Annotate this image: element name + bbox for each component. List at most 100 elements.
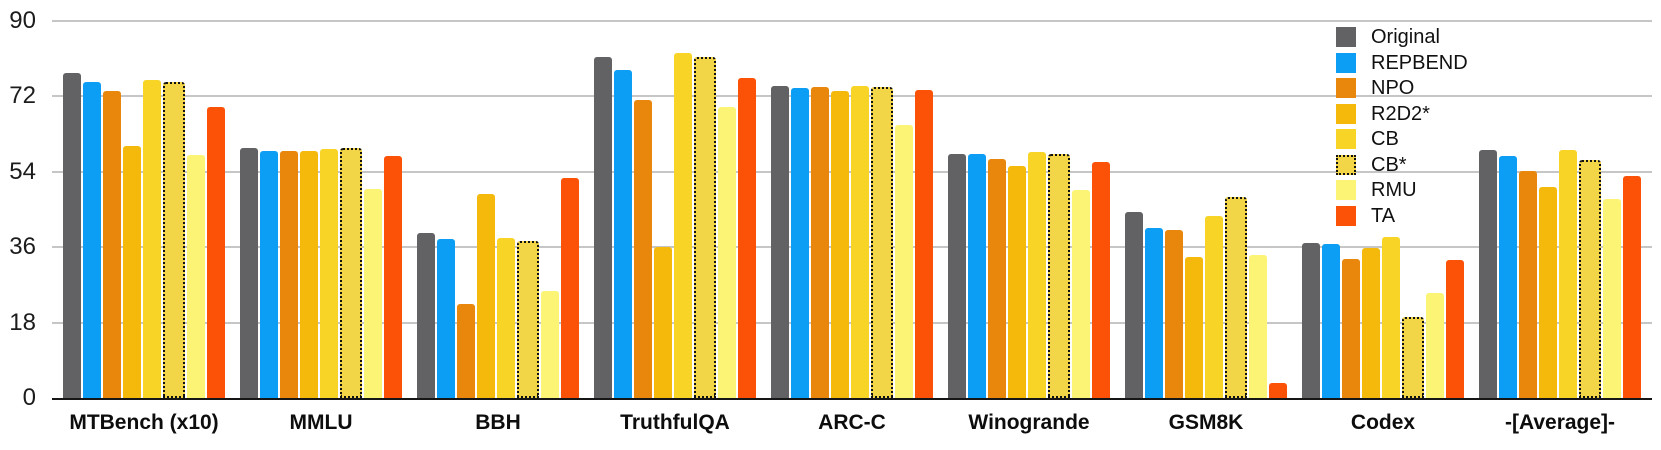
bar-group-mtbench-x10: MTBench (x10) — [63, 21, 225, 434]
bar-original-winogrande — [948, 154, 967, 398]
bar-npo-winogrande — [987, 159, 1007, 398]
bar-rmu-truthfulqa — [717, 106, 737, 398]
bar-cb-truthfulqa — [673, 53, 693, 398]
bar-r2d2-winogrande — [1007, 166, 1027, 398]
bar-ta-bbh — [560, 177, 579, 398]
bar-cb-average — [1558, 149, 1578, 398]
bar-rmu-mtbench-x10 — [186, 155, 206, 398]
legend-item-cb: CB* — [1336, 153, 1468, 176]
legend-label-rmu: RMU — [1371, 179, 1417, 201]
category-label-mmlu: MMLU — [289, 411, 353, 434]
bar-group-arc-c: ARC-C — [771, 21, 933, 434]
category-label-average: -[Average]- — [1504, 411, 1616, 434]
legend-label-ta: TA — [1371, 204, 1396, 227]
bar-ta-winogrande — [1091, 162, 1110, 398]
bar-repbend-arc-c — [790, 88, 810, 398]
y-tick-label: 0 — [22, 384, 36, 411]
bar-npo-mtbench-x10 — [102, 91, 122, 398]
bar-npo-average — [1518, 171, 1538, 398]
bar-cb-mtbench-x10 — [142, 79, 162, 398]
bar-cb-codex — [1381, 236, 1401, 398]
legend-item-rmu: RMU — [1336, 180, 1468, 200]
bar-repbend-average — [1498, 155, 1518, 398]
bar-group-mmlu: MMLU — [240, 21, 402, 434]
bar-r2d2-codex — [1361, 248, 1381, 398]
bar-r2d2-average — [1538, 186, 1558, 398]
gridline-y-90 — [52, 20, 1652, 22]
bar-groups-container: MTBench (x10) MMLU BBH TruthfulQA ARC-C Winog… — [52, 21, 1652, 434]
bar-repbend-mtbench-x10 — [82, 81, 102, 398]
category-label-arc-c: ARC-C — [818, 411, 886, 434]
bar-repbend-winogrande — [967, 154, 987, 398]
x-axis-line — [52, 398, 1652, 400]
bar-group-bbh: BBH — [417, 21, 579, 434]
bar-group-average: -[Average]- — [1479, 21, 1641, 434]
bar-cb-truthfulqa — [693, 57, 717, 398]
bar-repbend-mmlu — [259, 150, 279, 398]
bar-cb-mtbench-x10 — [162, 82, 186, 398]
bar-cb-winogrande — [1027, 151, 1047, 398]
legend-item-ta: TA — [1336, 204, 1468, 227]
legend-item-npo: NPO — [1336, 78, 1468, 98]
bar-npo-mmlu — [279, 151, 299, 398]
y-tick-label: 54 — [9, 157, 36, 185]
bar-repbend-bbh — [436, 239, 456, 398]
bar-rmu-average — [1602, 199, 1622, 398]
bar-ta-mmlu — [383, 155, 402, 398]
bar-r2d2-mmlu — [299, 151, 319, 398]
bar-r2d2-gsm8k — [1184, 256, 1204, 398]
bar-original-gsm8k — [1125, 212, 1144, 398]
bar-rmu-gsm8k — [1248, 255, 1268, 398]
bar-r2d2-bbh — [476, 194, 496, 398]
category-label-bbh: BBH — [475, 411, 521, 434]
bar-original-mmlu — [240, 147, 259, 398]
bar-group-gsm8k: GSM8K — [1125, 21, 1287, 434]
bar-cb-mmlu — [319, 149, 339, 398]
bar-npo-truthfulqa — [633, 99, 653, 398]
bar-cb-gsm8k — [1204, 216, 1224, 398]
y-tick-label: 72 — [9, 82, 36, 110]
bar-r2d2-truthfulqa — [653, 246, 673, 398]
bar-cb-bbh — [496, 238, 516, 398]
bar-group-codex: Codex — [1302, 21, 1464, 434]
y-tick-label: 90 — [9, 7, 36, 34]
bar-cb-codex — [1401, 316, 1425, 398]
legend-swatch-rmu — [1336, 180, 1356, 200]
bar-ta-mtbench-x10 — [206, 107, 225, 398]
bar-original-truthfulqa — [594, 57, 613, 398]
bar-rmu-bbh — [540, 291, 560, 398]
legend-label-cb: CB* — [1371, 153, 1407, 176]
bar-cb-winogrande — [1047, 154, 1071, 398]
bar-ta-gsm8k — [1268, 382, 1287, 398]
bar-rmu-mmlu — [363, 188, 383, 398]
category-label-winogrande: Winogrande — [968, 411, 1090, 434]
bar-cb-mmlu — [339, 147, 363, 398]
bar-original-codex — [1302, 242, 1321, 398]
bar-npo-arc-c — [810, 87, 830, 398]
bar-cb-bbh — [516, 241, 540, 398]
legend-item-cb: CB — [1336, 129, 1468, 149]
bar-repbend-truthfulqa — [613, 70, 633, 398]
legend-swatch-cb — [1336, 154, 1356, 175]
legend-label-repbend: REPBEND — [1371, 51, 1468, 74]
category-label-truthfulqa: TruthfulQA — [620, 411, 730, 434]
bar-npo-gsm8k — [1164, 230, 1184, 398]
category-label-gsm8k: GSM8K — [1168, 411, 1244, 434]
bar-ta-codex — [1445, 260, 1464, 398]
legend-label-npo: NPO — [1371, 77, 1415, 99]
bar-r2d2-arc-c — [830, 90, 850, 398]
legend-label-original: Original — [1371, 26, 1440, 48]
legend: Original REPBEND NPO R2D2* CB CB* RMU TA — [1336, 27, 1468, 226]
bar-cb-average — [1578, 159, 1602, 398]
bar-ta-truthfulqa — [737, 77, 756, 398]
bar-npo-bbh — [456, 304, 476, 398]
legend-swatch-repbend — [1336, 52, 1356, 73]
bar-group-truthfulqa: TruthfulQA — [594, 21, 756, 434]
bar-original-arc-c — [771, 85, 790, 398]
bar-rmu-winogrande — [1071, 190, 1091, 398]
bar-cb-gsm8k — [1224, 197, 1248, 398]
bar-ta-arc-c — [914, 89, 933, 398]
legend-item-repbend: REPBEND — [1336, 51, 1468, 74]
bar-ta-average — [1622, 176, 1641, 398]
